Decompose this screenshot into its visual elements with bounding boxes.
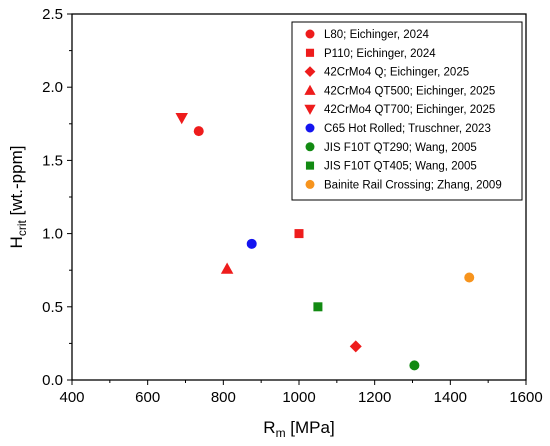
legend-marker — [305, 161, 315, 170]
x-tick-label: 1400 — [434, 389, 467, 406]
legend-entry-label: L80; Eichinger, 2024 — [324, 29, 429, 41]
plot-frame — [71, 13, 527, 381]
legend-entry-label: JIS F10T QT290; Wang, 2005 — [324, 142, 477, 154]
legend-marker — [305, 48, 315, 57]
y-tick-label: 0.0 — [42, 372, 63, 389]
data-point — [464, 272, 475, 283]
legend-entry-label: 42CrMo4 QT700; Eichinger, 2025 — [324, 104, 495, 116]
y-tick-label: 2.0 — [42, 79, 63, 96]
data-point — [313, 302, 323, 312]
x-tick-label: 600 — [135, 389, 160, 406]
data-point — [409, 360, 420, 371]
legend-entry-label: 42CrMo4 QT500; Eichinger, 2025 — [324, 85, 495, 97]
legend-marker — [304, 84, 316, 95]
legend-entry-label: 42CrMo4 Q; Eichinger, 2025 — [324, 67, 469, 79]
legend-marker — [305, 142, 315, 152]
y-axis-title-subscript: crit — [15, 220, 29, 237]
data-point — [193, 126, 204, 137]
data-point — [175, 112, 188, 125]
data-point — [349, 340, 362, 353]
y-tick-label: 1.5 — [42, 152, 63, 169]
data-point — [246, 238, 257, 249]
legend-entry-label: JIS F10T QT405; Wang, 2005 — [324, 161, 477, 173]
x-axis-title-main: R — [263, 418, 275, 437]
y-tick-label: 1.0 — [42, 226, 63, 243]
y-axis-title-main: H — [7, 236, 26, 248]
legend-entry-label: C65 Hot Rolled; Truschner, 2023 — [324, 123, 491, 135]
legend-entry-label: Bainite Rail Crossing; Zhang, 2009 — [324, 179, 502, 191]
x-axis-title-unit: [MPa] — [286, 418, 335, 437]
y-axis-title-unit: [wt.-ppm] — [7, 146, 26, 221]
legend-marker — [305, 123, 315, 133]
legend-entry-label: P110; Eichinger, 2024 — [324, 48, 436, 60]
x-tick-label: 1000 — [282, 389, 315, 406]
data-points — [175, 112, 475, 371]
legend-box — [291, 21, 523, 201]
legend: L80; Eichinger, 2024 P110; Eichinger, 202… — [291, 21, 523, 201]
y-tick-label: 0.5 — [42, 299, 63, 316]
x-axis-title-subscript: m — [276, 426, 286, 440]
x-axis-title: Rm [MPa] — [263, 418, 334, 440]
data-point — [220, 262, 234, 274]
x-tick-label: 1600 — [509, 389, 542, 406]
x-tick-label: 800 — [211, 389, 236, 406]
x-tick-label: 1200 — [358, 389, 391, 406]
x-tick-label: 400 — [59, 389, 84, 406]
legend-marker — [304, 66, 316, 77]
y-tick-label: 2.5 — [42, 6, 63, 23]
legend-marker — [305, 29, 315, 39]
data-point — [294, 229, 304, 239]
legend-marker — [304, 104, 316, 115]
axis-ticks: 400 600 800 1000 1200 1400 1600 0.0 0.5 1.0 1.5 2.0… — [42, 6, 543, 406]
y-axis-title: Hcrit [wt.-ppm] — [7, 146, 29, 249]
legend-marker — [305, 179, 315, 189]
